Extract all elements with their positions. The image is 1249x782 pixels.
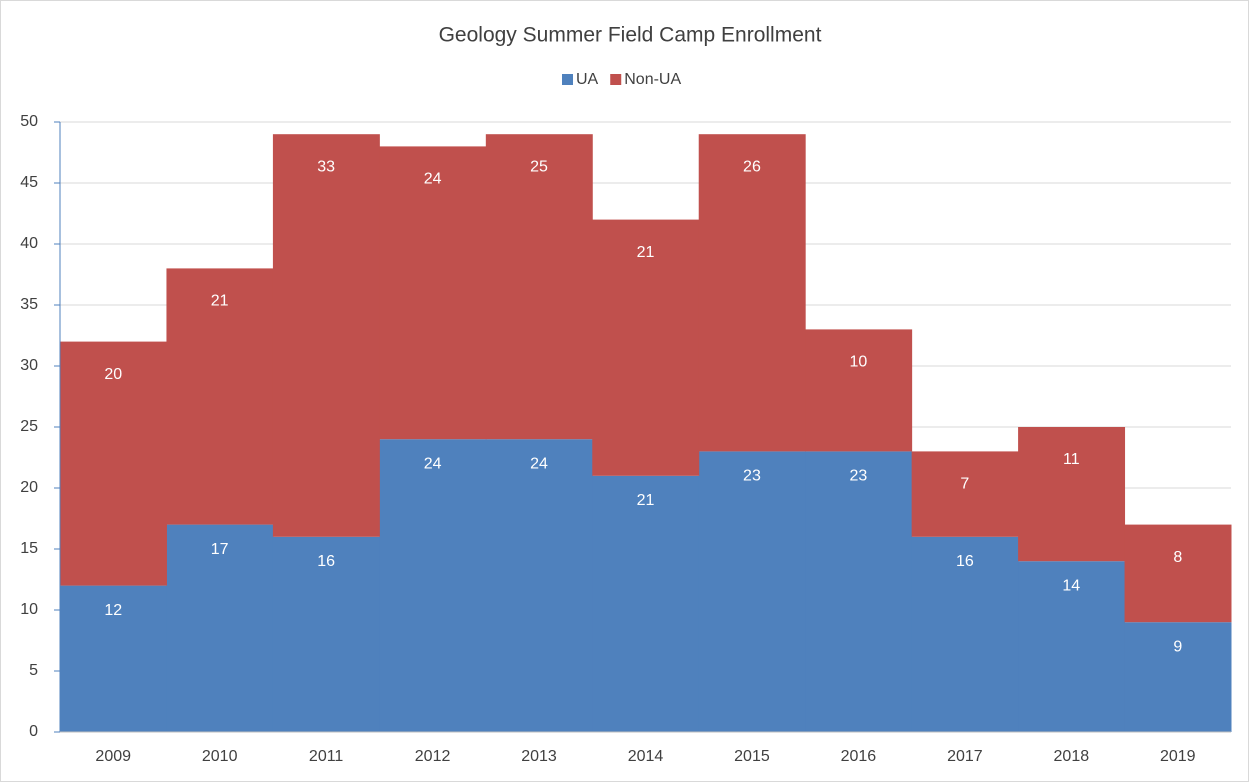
y-tick-label: 30 <box>20 357 38 374</box>
y-tick-label: 20 <box>20 479 38 496</box>
data-label: 21 <box>637 244 655 261</box>
bar-segment <box>166 524 274 732</box>
data-label: 24 <box>424 455 442 472</box>
bar-segment <box>485 134 593 440</box>
x-tick-label: 2017 <box>947 748 983 765</box>
x-tick-label: 2010 <box>202 748 238 765</box>
data-label: 17 <box>211 541 229 558</box>
y-tick-label: 45 <box>20 174 38 191</box>
data-label: 16 <box>317 553 335 570</box>
data-label: 26 <box>743 158 761 175</box>
data-label: 24 <box>424 171 442 188</box>
data-label: 21 <box>637 492 655 509</box>
x-tick-label: 2011 <box>309 748 344 765</box>
data-label: 14 <box>1062 577 1080 594</box>
x-tick-label: 2016 <box>841 748 877 765</box>
x-tick-label: 2019 <box>1160 748 1196 765</box>
bar-segment <box>592 475 700 732</box>
bar-segment <box>698 134 806 452</box>
data-label: 9 <box>1173 638 1182 655</box>
legend-swatch <box>610 74 622 85</box>
data-label: 33 <box>317 158 335 175</box>
bar-segment <box>1018 427 1126 562</box>
x-tick-label: 2015 <box>734 748 770 765</box>
data-label: 12 <box>104 602 122 619</box>
data-label: 10 <box>850 354 868 371</box>
bar-segment <box>166 268 274 525</box>
bar-segment <box>60 585 167 732</box>
data-label: 21 <box>211 293 229 310</box>
data-label: 11 <box>1063 451 1080 468</box>
x-tick-label: 2009 <box>95 748 131 765</box>
bar-segment <box>379 146 487 440</box>
bar-segment <box>60 341 167 586</box>
data-label: 7 <box>960 476 969 493</box>
chart-title: Geology Summer Field Camp Enrollment <box>439 24 822 47</box>
bar-segment <box>485 439 593 732</box>
y-tick-label: 50 <box>20 113 38 130</box>
y-tick-label: 15 <box>20 540 38 557</box>
data-label: 8 <box>1173 549 1182 566</box>
bar-segment <box>272 134 380 537</box>
bar-segment <box>1124 524 1232 623</box>
bar-segment <box>698 451 806 732</box>
data-label: 23 <box>850 468 868 485</box>
y-tick-label: 25 <box>20 418 38 435</box>
legend-swatch <box>562 74 573 85</box>
data-label: 25 <box>530 158 548 175</box>
data-label: 16 <box>956 553 974 570</box>
bar-segment <box>379 439 487 732</box>
y-tick-label: 0 <box>29 723 38 740</box>
data-label: 23 <box>743 468 761 485</box>
y-tick-label: 5 <box>29 662 38 679</box>
data-label: 24 <box>530 455 548 472</box>
bar-segment <box>272 536 380 732</box>
y-tick-label: 10 <box>20 601 38 618</box>
legend-label: Non-UA <box>624 71 681 88</box>
x-tick-label: 2012 <box>415 748 451 765</box>
bar-segment <box>592 219 700 476</box>
y-tick-label: 40 <box>20 235 38 252</box>
bar-segment <box>911 536 1019 732</box>
bar-segment <box>1018 561 1126 732</box>
bar-segment <box>1124 622 1232 732</box>
x-tick-label: 2014 <box>628 748 664 765</box>
bar-segment <box>805 329 913 452</box>
bar-segment <box>911 451 1019 537</box>
legend-label: UA <box>576 71 599 88</box>
data-label: 20 <box>104 366 122 383</box>
x-tick-label: 2013 <box>521 748 557 765</box>
y-tick-label: 35 <box>20 296 38 313</box>
x-tick-label: 2018 <box>1054 748 1090 765</box>
bar-segment <box>805 451 913 732</box>
